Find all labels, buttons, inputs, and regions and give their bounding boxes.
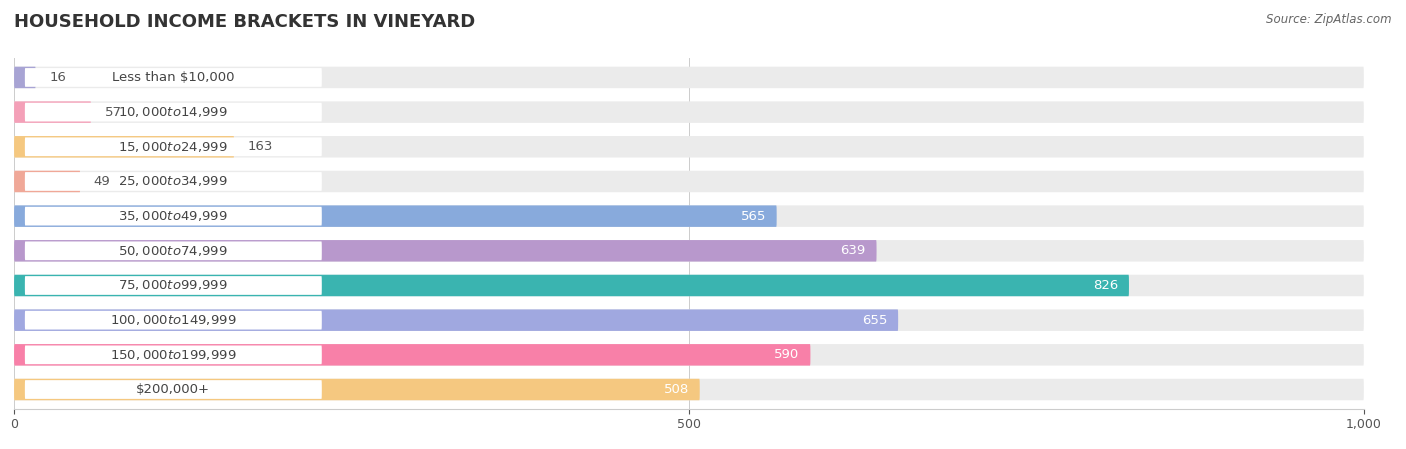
Text: 49: 49 — [94, 175, 111, 188]
Text: $10,000 to $14,999: $10,000 to $14,999 — [118, 105, 228, 119]
FancyBboxPatch shape — [14, 379, 700, 400]
Text: 826: 826 — [1092, 279, 1118, 292]
FancyBboxPatch shape — [14, 205, 776, 227]
FancyBboxPatch shape — [14, 171, 80, 192]
Text: 57: 57 — [104, 106, 121, 119]
FancyBboxPatch shape — [14, 67, 1364, 88]
Text: 655: 655 — [862, 314, 887, 327]
FancyBboxPatch shape — [14, 309, 1364, 331]
FancyBboxPatch shape — [14, 379, 1364, 400]
FancyBboxPatch shape — [14, 67, 35, 88]
Text: 508: 508 — [664, 383, 689, 396]
Text: $35,000 to $49,999: $35,000 to $49,999 — [118, 209, 228, 223]
FancyBboxPatch shape — [14, 240, 1364, 262]
FancyBboxPatch shape — [14, 309, 898, 331]
FancyBboxPatch shape — [25, 103, 322, 122]
Text: $15,000 to $24,999: $15,000 to $24,999 — [118, 140, 228, 154]
FancyBboxPatch shape — [25, 276, 322, 295]
FancyBboxPatch shape — [25, 68, 322, 87]
FancyBboxPatch shape — [14, 240, 876, 262]
FancyBboxPatch shape — [14, 136, 1364, 158]
FancyBboxPatch shape — [25, 172, 322, 191]
FancyBboxPatch shape — [14, 171, 1364, 192]
Text: 590: 590 — [775, 348, 800, 361]
FancyBboxPatch shape — [14, 136, 233, 158]
Text: $100,000 to $149,999: $100,000 to $149,999 — [110, 313, 236, 327]
FancyBboxPatch shape — [25, 207, 322, 225]
FancyBboxPatch shape — [25, 137, 322, 156]
Text: 639: 639 — [841, 244, 866, 257]
FancyBboxPatch shape — [25, 380, 322, 399]
Text: 163: 163 — [247, 140, 273, 153]
Text: $75,000 to $99,999: $75,000 to $99,999 — [118, 278, 228, 292]
Text: $50,000 to $74,999: $50,000 to $74,999 — [118, 244, 228, 258]
Text: Less than $10,000: Less than $10,000 — [112, 71, 235, 84]
FancyBboxPatch shape — [14, 205, 1364, 227]
FancyBboxPatch shape — [14, 344, 810, 365]
Text: $200,000+: $200,000+ — [136, 383, 211, 396]
FancyBboxPatch shape — [14, 344, 1364, 365]
FancyBboxPatch shape — [25, 311, 322, 330]
Text: $25,000 to $34,999: $25,000 to $34,999 — [118, 175, 228, 189]
FancyBboxPatch shape — [25, 242, 322, 260]
Text: 16: 16 — [49, 71, 66, 84]
FancyBboxPatch shape — [14, 275, 1129, 296]
Text: 565: 565 — [741, 210, 766, 223]
Text: Source: ZipAtlas.com: Source: ZipAtlas.com — [1267, 13, 1392, 26]
Text: $150,000 to $199,999: $150,000 to $199,999 — [110, 348, 236, 362]
FancyBboxPatch shape — [25, 345, 322, 364]
FancyBboxPatch shape — [14, 101, 1364, 123]
FancyBboxPatch shape — [14, 275, 1364, 296]
Text: HOUSEHOLD INCOME BRACKETS IN VINEYARD: HOUSEHOLD INCOME BRACKETS IN VINEYARD — [14, 13, 475, 31]
FancyBboxPatch shape — [14, 101, 91, 123]
